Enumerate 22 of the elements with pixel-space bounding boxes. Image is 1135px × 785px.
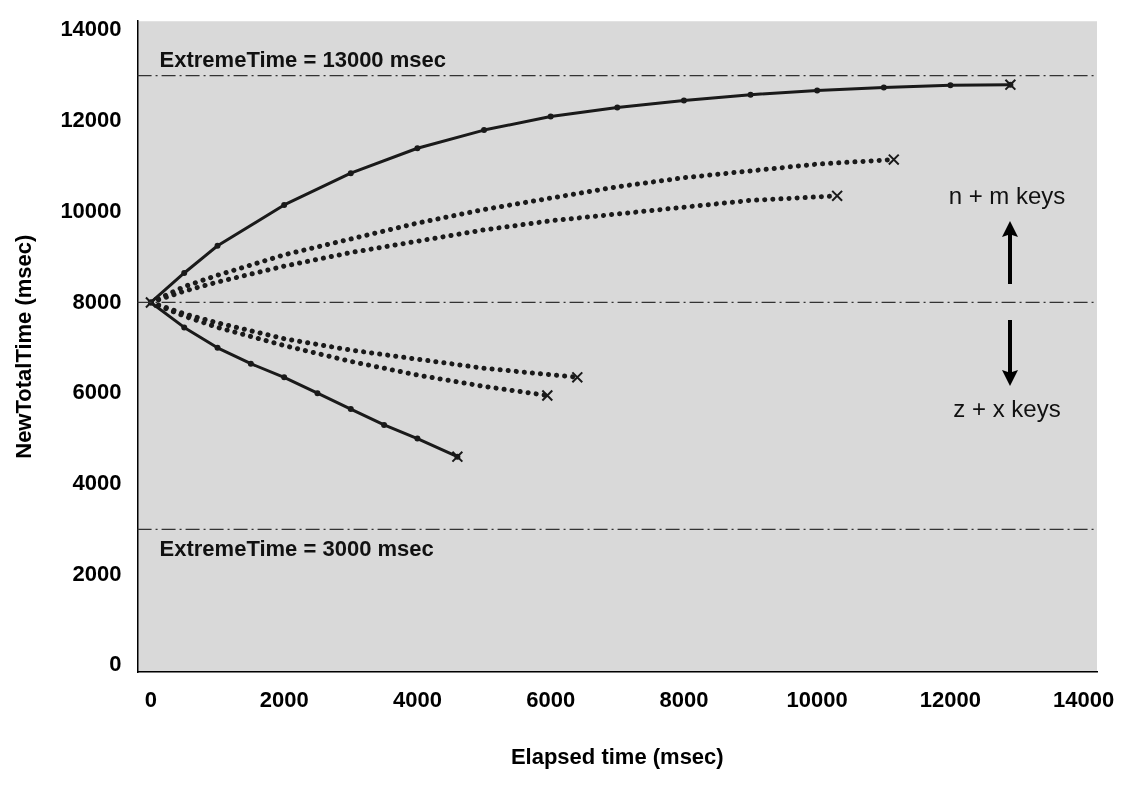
x-tick-label: 14000: [1053, 687, 1115, 713]
annotation: z + x keys: [953, 395, 1061, 423]
x-tick-label: 12000: [919, 687, 982, 713]
y-tick-label: 10000: [60, 197, 122, 223]
y-tick-label: 6000: [72, 379, 122, 405]
y-axis-title: NewTotalTime (msec): [11, 234, 37, 459]
annotation: n + m keys: [948, 182, 1066, 210]
x-tick-label: 10000: [786, 687, 848, 713]
x-tick-label: 0: [144, 687, 158, 713]
y-tick-label: 0: [109, 651, 122, 677]
x-tick-label: 6000: [526, 687, 576, 713]
ref-line-label: ExtremeTime = 3000 msec: [159, 536, 434, 562]
x-tick-label: 4000: [392, 687, 442, 713]
y-tick-label: 14000: [60, 16, 122, 42]
x-axis-title: Elapsed time (msec): [510, 743, 724, 769]
ref-line-label: ExtremeTime = 13000 msec: [159, 46, 446, 72]
x-tick-label: 8000: [659, 687, 709, 713]
y-tick-label: 4000: [72, 469, 122, 495]
y-tick-label: 12000: [60, 107, 122, 133]
y-tick-label: 2000: [72, 560, 122, 586]
x-tick-label: 2000: [259, 687, 309, 713]
y-tick-label: 8000: [72, 288, 122, 314]
